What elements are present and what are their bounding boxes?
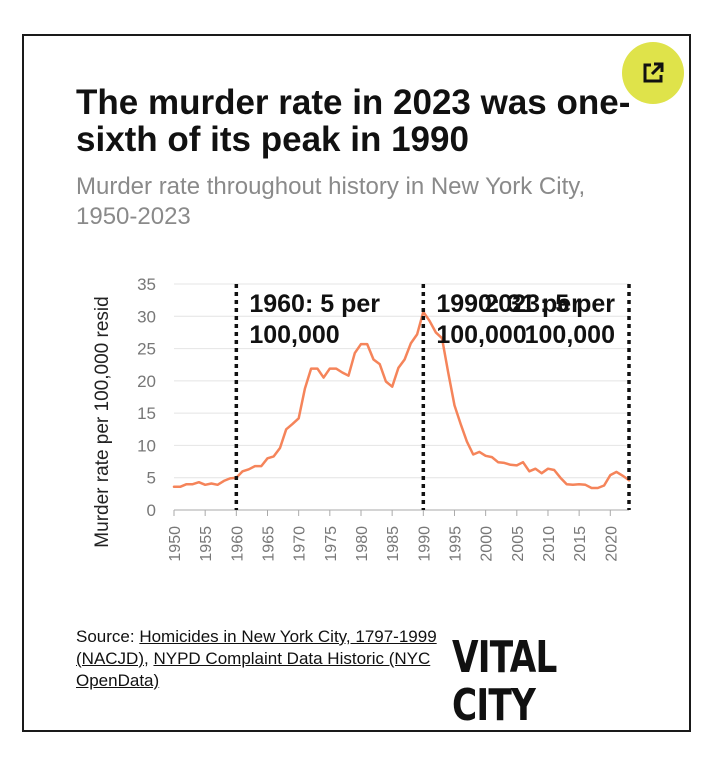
- vital-city-logo: VITAL CITY: [452, 632, 557, 731]
- x-tick-label: 1965: [260, 526, 277, 562]
- source-note: Source: Homicides in New York City, 1797…: [76, 626, 448, 692]
- external-link-icon: [643, 62, 664, 83]
- x-tick-label: 2020: [603, 526, 620, 562]
- y-tick-label: 30: [137, 307, 156, 326]
- annotation-label-1990-line1: 1990: 31 per: [436, 290, 581, 318]
- x-tick-label: 1990: [416, 526, 433, 562]
- murder-rate-chart: 0 5 10 15 20 25 30 35 1950 1955 1960 1965 1970 1975 19…: [92, 275, 631, 562]
- x-tick-label: 1985: [385, 526, 402, 562]
- y-tick-label: 0: [147, 501, 156, 520]
- y-tick-label: 5: [147, 469, 156, 488]
- x-tick-label: 2010: [541, 526, 558, 562]
- y-tick-label: 10: [137, 436, 156, 455]
- x-tick-label: 1975: [323, 526, 340, 562]
- y-tick-label: 35: [137, 275, 156, 294]
- annotation-label-2023-line1: 2023: 5 per: [484, 290, 615, 318]
- x-tick-label: 1980: [354, 526, 371, 562]
- y-axis-label: Murder rate per 100,000 resid: [92, 296, 113, 547]
- series-line-murder-rate: [172, 310, 631, 490]
- source-label: Source:: [76, 627, 135, 646]
- y-tick-label: 25: [137, 340, 156, 359]
- x-tick-label: 1995: [447, 526, 464, 562]
- x-tick-label: 1950: [167, 526, 184, 562]
- source-link-nacjd[interactable]: Homicides in New York City, 1797-1999 (N…: [76, 627, 437, 668]
- annotation-label-1960-line1: 1960: 5 per: [249, 290, 380, 318]
- annotation-label-1960-line2: 100,000: [249, 321, 339, 349]
- source-link-nyc-opendata[interactable]: NYPD Complaint Data Historic (NYC OpenDa…: [76, 649, 431, 690]
- x-tick-label: 2000: [479, 526, 496, 562]
- x-tick-label: 1960: [229, 526, 246, 562]
- y-tick-label: 20: [137, 372, 156, 391]
- chart-subtitle: Murder rate throughout history in New Yo…: [76, 173, 586, 230]
- x-tick-label: 2005: [510, 526, 527, 562]
- share-button[interactable]: [622, 42, 684, 104]
- x-tick-label: 2015: [572, 526, 589, 562]
- x-tick-label: 1970: [292, 526, 309, 562]
- x-tick-label: 1955: [198, 526, 215, 562]
- annotation-label-1990-line2: 100,000: [436, 321, 526, 349]
- chart-card: [22, 34, 691, 732]
- y-tick-label: 15: [137, 404, 156, 423]
- source-separator: ,: [144, 649, 149, 668]
- annotation-label-2023-line2: 100,000: [525, 321, 615, 349]
- chart-title: The murder rate in 2023 was one-sixth of…: [76, 83, 631, 159]
